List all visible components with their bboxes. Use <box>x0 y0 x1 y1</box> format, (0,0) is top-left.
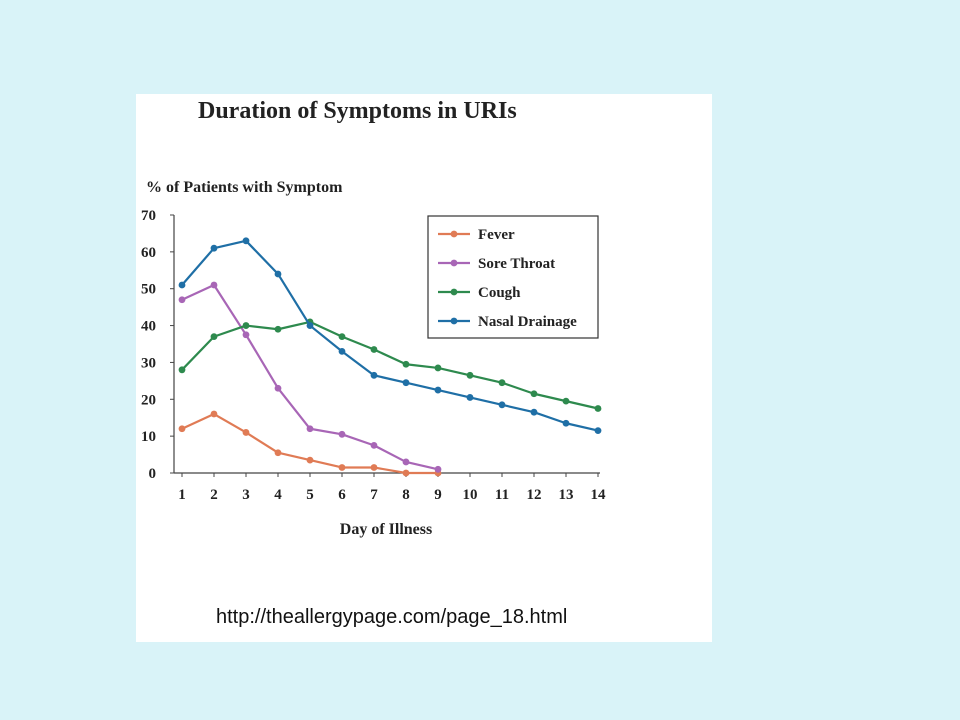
data-point <box>594 405 602 412</box>
y-tick-label: 10 <box>141 429 156 445</box>
source-url[interactable]: http://theallergypage.com/page_18.html <box>216 606 568 628</box>
y-axis-label: % of Patients with Symptom <box>146 179 343 196</box>
x-tick-label: 4 <box>274 487 282 503</box>
y-tick-label: 40 <box>141 319 156 335</box>
data-point <box>210 281 218 289</box>
legend-label: Nasal Drainage <box>478 314 577 330</box>
data-point <box>210 333 218 341</box>
data-point <box>530 408 538 416</box>
data-point <box>402 458 410 466</box>
data-point <box>402 360 410 368</box>
legend-item: Fever <box>438 227 515 243</box>
data-point <box>594 427 602 435</box>
y-tick-label: 50 <box>141 282 156 298</box>
series-line <box>181 412 438 475</box>
legend-label: Cough <box>478 285 521 301</box>
legend-item: Nasal Drainage <box>438 314 577 330</box>
chart-title: Duration of Symptoms in URIs <box>198 98 517 124</box>
x-tick-label: 9 <box>434 487 442 503</box>
data-point <box>338 464 346 471</box>
data-point <box>242 429 250 436</box>
data-point <box>402 379 410 387</box>
data-point <box>210 410 218 418</box>
data-point <box>210 244 218 252</box>
x-tick-label: 3 <box>242 487 250 503</box>
series-cough <box>178 318 602 412</box>
y-tick-label: 60 <box>141 245 156 261</box>
series-sore-throat <box>178 281 442 473</box>
legend-item: Sore Throat <box>438 256 555 272</box>
series-fever <box>178 410 442 477</box>
x-tick-label: 10 <box>463 487 478 503</box>
data-point <box>274 384 282 392</box>
x-tick-label: 2 <box>210 487 218 503</box>
data-point <box>562 419 570 427</box>
data-point <box>274 270 282 278</box>
series-layer <box>178 237 602 477</box>
data-point <box>274 449 282 457</box>
series-nasal-drainage <box>178 237 602 435</box>
x-tick-label: 12 <box>527 487 542 503</box>
data-point <box>498 401 506 409</box>
data-point <box>338 333 346 341</box>
x-tick-label: 13 <box>559 487 574 503</box>
x-tick-label: 6 <box>338 487 346 503</box>
data-point <box>466 394 474 401</box>
data-point <box>242 322 250 329</box>
data-point <box>530 390 538 398</box>
legend-swatch-marker <box>450 317 458 325</box>
data-point <box>178 425 186 433</box>
x-tick-label: 5 <box>306 487 314 503</box>
legend-swatch-marker <box>450 288 458 296</box>
legend-label: Fever <box>478 227 515 243</box>
data-point <box>338 347 346 355</box>
x-tick-label: 8 <box>402 487 410 503</box>
data-point <box>306 322 314 329</box>
legend: Fever Sore Throat Cough Nasal Drainage <box>427 215 599 339</box>
data-point <box>242 237 250 245</box>
y-tick-label: 20 <box>141 392 156 408</box>
data-point <box>370 441 378 449</box>
series-line <box>181 239 599 432</box>
legend-label: Sore Throat <box>478 256 555 272</box>
y-tick-label: 30 <box>141 355 156 371</box>
data-point <box>178 281 186 289</box>
data-point <box>466 371 474 379</box>
data-point <box>434 386 442 394</box>
data-point <box>370 464 378 471</box>
data-point <box>306 425 314 433</box>
data-point <box>178 366 186 374</box>
x-tick-label: 7 <box>370 487 378 503</box>
data-point <box>434 465 442 473</box>
data-point <box>434 364 442 372</box>
data-point <box>562 397 570 405</box>
data-point <box>306 456 314 464</box>
series-line <box>181 320 599 410</box>
line-chart: Duration of Symptoms in URIs % of Patien… <box>141 98 606 538</box>
legend-swatch-marker <box>450 230 458 238</box>
data-point <box>370 346 378 353</box>
data-point <box>274 325 282 333</box>
y-tick-label: 70 <box>141 208 156 224</box>
data-point <box>338 430 346 438</box>
x-tick-label: 1 <box>178 487 186 503</box>
data-point <box>370 371 378 379</box>
y-tick-label: 0 <box>149 466 157 482</box>
slide-card: Duration of Symptoms in URIs % of Patien… <box>136 94 712 642</box>
legend-swatch-marker <box>450 259 458 267</box>
series-line <box>181 283 439 471</box>
x-axis-label: Day of Illness <box>340 521 432 538</box>
data-point <box>178 296 186 304</box>
data-point <box>402 469 410 477</box>
data-point <box>242 331 250 339</box>
x-tick-label: 11 <box>495 487 509 503</box>
legend-item: Cough <box>438 285 521 301</box>
data-point <box>498 379 506 387</box>
x-tick-label: 14 <box>591 487 607 503</box>
